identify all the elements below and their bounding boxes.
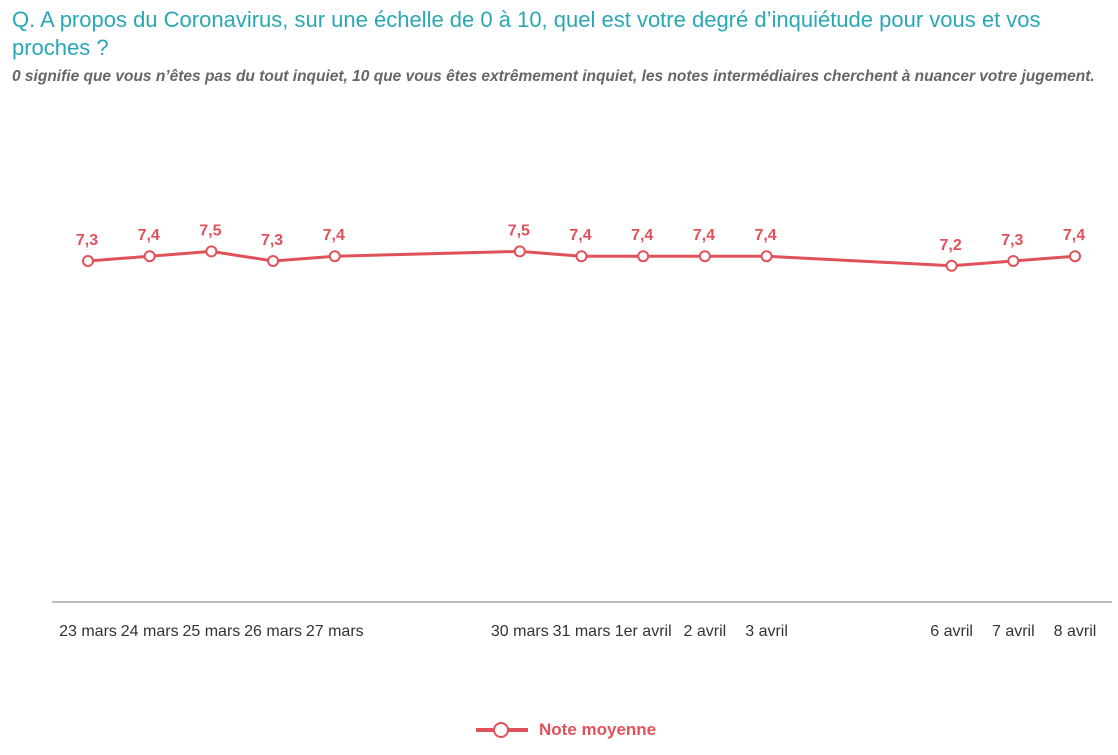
- series-markers: [82, 245, 1081, 272]
- data-point: [1069, 250, 1081, 263]
- legend: Note moyenne: [476, 716, 656, 744]
- x-tick-label: 25 mars: [182, 623, 240, 640]
- x-tick-label: 8 avril: [1054, 623, 1097, 640]
- data-label: 7,3: [261, 232, 283, 249]
- data-point: [637, 250, 650, 263]
- x-tick-label: 2 avril: [684, 623, 727, 640]
- data-label: 7,3: [76, 232, 98, 249]
- data-point: [328, 250, 341, 263]
- legend-swatch: [476, 720, 528, 740]
- data-label: 7,2: [940, 237, 962, 254]
- x-axis-tick-labels: 23 mars 24 mars 25 mars 26 mars 27 mars 30 ma…: [59, 623, 1096, 640]
- x-tick-label: 30 mars: [491, 623, 549, 640]
- legend-marker-icon: [493, 722, 509, 738]
- x-tick-label: 23 mars: [59, 623, 117, 640]
- data-point: [698, 250, 711, 263]
- data-point: [143, 250, 156, 263]
- data-point: [513, 245, 526, 258]
- data-label: 7,3: [1001, 232, 1023, 249]
- data-point: [760, 250, 773, 263]
- data-point: [82, 255, 94, 267]
- x-tick-label: 31 mars: [553, 623, 611, 640]
- x-tick-label: 1er avril: [615, 623, 672, 640]
- data-label: 7,4: [754, 227, 776, 244]
- x-tick-label: 7 avril: [992, 623, 1035, 640]
- data-point: [1007, 255, 1020, 267]
- data-point: [575, 250, 588, 263]
- x-tick-label: 27 mars: [306, 623, 364, 640]
- data-point: [267, 255, 280, 267]
- data-label: 7,4: [631, 227, 653, 244]
- chart-subtitle: 0 signifie que vous n’êtes pas du tout i…: [12, 68, 1095, 85]
- data-point: [205, 245, 218, 258]
- data-label: 7,4: [323, 227, 345, 244]
- data-labels: 7,3 7,4 7,5 7,3 7,4 7,5 7,4 7,4 7,4 7,4 7,2 7,3 7,4: [76, 222, 1085, 253]
- data-point: [945, 259, 958, 272]
- data-label: 7,4: [693, 227, 715, 244]
- chart-title: Q. A propos du Coronavirus, sur une éche…: [12, 7, 1041, 60]
- x-tick-label: 3 avril: [745, 623, 788, 640]
- data-label: 7,4: [569, 227, 591, 244]
- data-label: 7,4: [138, 227, 160, 244]
- data-label: 7,4: [1063, 227, 1085, 244]
- data-label: 7,5: [508, 222, 530, 239]
- x-tick-label: 24 mars: [121, 623, 179, 640]
- legend-label: Note moyenne: [539, 720, 657, 739]
- data-label: 7,5: [199, 222, 221, 239]
- x-tick-label: 6 avril: [930, 623, 973, 640]
- x-tick-label: 26 mars: [244, 623, 302, 640]
